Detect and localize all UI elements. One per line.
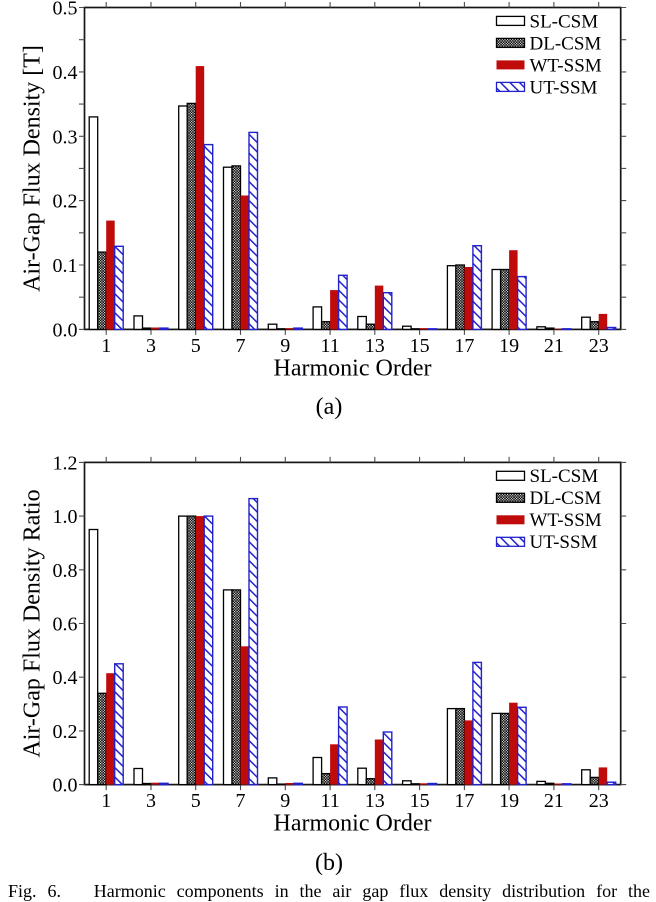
svg-text:7: 7 <box>236 790 246 812</box>
svg-text:Air-Gap Flux Density Ratio: Air-Gap Flux Density Ratio <box>20 489 46 757</box>
svg-text:0.5: 0.5 <box>53 0 78 20</box>
svg-text:1.2: 1.2 <box>53 452 78 474</box>
svg-text:0.2: 0.2 <box>53 721 78 743</box>
svg-text:0.2: 0.2 <box>53 191 78 213</box>
svg-text:WT-SSM: WT-SSM <box>530 510 602 531</box>
svg-text:23: 23 <box>589 790 609 812</box>
svg-text:9: 9 <box>280 790 290 812</box>
svg-text:7: 7 <box>236 335 246 357</box>
svg-text:5: 5 <box>191 335 201 357</box>
svg-text:Harmonic Order: Harmonic Order <box>274 356 432 382</box>
svg-text:(b): (b) <box>315 850 343 876</box>
svg-text:3: 3 <box>146 790 156 812</box>
svg-text:0.0: 0.0 <box>53 319 78 341</box>
svg-text:9: 9 <box>280 335 290 357</box>
svg-text:3: 3 <box>146 335 156 357</box>
svg-text:Air-Gap Flux Density [T]: Air-Gap Flux Density [T] <box>20 45 46 292</box>
svg-text:17: 17 <box>454 335 474 357</box>
svg-text:0.6: 0.6 <box>53 614 78 636</box>
svg-text:0.4: 0.4 <box>53 62 78 84</box>
svg-text:15: 15 <box>410 790 430 812</box>
svg-text:DL-CSM: DL-CSM <box>530 488 602 509</box>
svg-text:0.8: 0.8 <box>53 560 78 582</box>
svg-text:11: 11 <box>320 335 339 357</box>
svg-text:UT-SSM: UT-SSM <box>530 77 598 98</box>
svg-text:UT-SSM: UT-SSM <box>530 532 598 553</box>
svg-text:1: 1 <box>101 790 111 812</box>
svg-text:1.0: 1.0 <box>53 506 78 528</box>
svg-text:21: 21 <box>544 790 564 812</box>
svg-text:19: 19 <box>499 790 519 812</box>
svg-text:23: 23 <box>589 335 609 357</box>
svg-text:15: 15 <box>410 335 430 357</box>
svg-text:13: 13 <box>365 335 385 357</box>
svg-text:Harmonic Order: Harmonic Order <box>274 811 432 837</box>
svg-text:11: 11 <box>320 790 339 812</box>
svg-text:0.0: 0.0 <box>53 775 78 797</box>
svg-text:13: 13 <box>365 790 385 812</box>
svg-text:5: 5 <box>191 790 201 812</box>
svg-text:21: 21 <box>544 335 564 357</box>
svg-text:0.1: 0.1 <box>53 255 78 277</box>
svg-text:(a): (a) <box>316 394 343 420</box>
svg-text:19: 19 <box>499 335 519 357</box>
svg-text:0.4: 0.4 <box>53 667 78 689</box>
svg-text:DL-CSM: DL-CSM <box>530 33 602 54</box>
svg-text:SL-CSM: SL-CSM <box>530 466 599 487</box>
svg-text:SL-CSM: SL-CSM <box>530 11 599 32</box>
svg-text:1: 1 <box>101 335 111 357</box>
svg-text:0.3: 0.3 <box>53 126 78 148</box>
svg-text:17: 17 <box>454 790 474 812</box>
svg-text:WT-SSM: WT-SSM <box>530 55 602 76</box>
